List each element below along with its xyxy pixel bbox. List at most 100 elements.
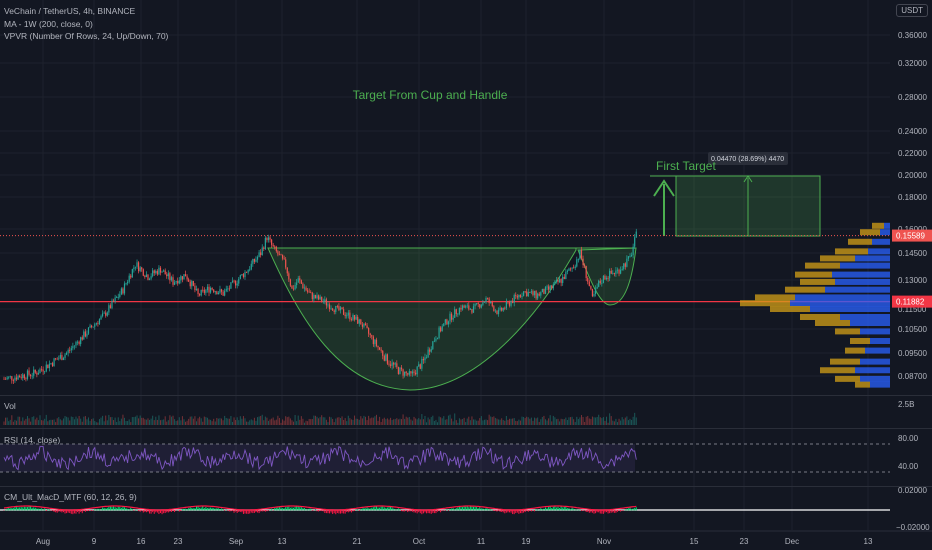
handle-shape[interactable] — [577, 247, 637, 306]
volume-bar — [241, 418, 243, 425]
macd-histogram-bar — [513, 510, 515, 515]
volume-bar — [278, 417, 280, 425]
candle-body — [522, 291, 525, 296]
macd-histogram-bar — [504, 510, 506, 514]
volume-bar — [280, 422, 282, 425]
candle-body — [130, 275, 132, 278]
candle-body — [67, 350, 69, 353]
macd-level-label: −0.02000 — [896, 523, 930, 532]
symbol-legend[interactable]: VeChain / TetherUS, 4h, BINANCE — [4, 6, 136, 16]
candle-body — [391, 362, 393, 366]
rsi-label[interactable]: RSI (14, close) — [4, 435, 61, 445]
currency-button[interactable]: USDT — [896, 4, 928, 17]
macd-histogram-bar — [210, 507, 212, 511]
volume-bar — [37, 420, 39, 425]
macd-histogram-bar — [440, 510, 442, 513]
candle-body — [621, 268, 623, 270]
candle-body — [103, 312, 105, 314]
candle-body — [582, 258, 584, 266]
macd-histogram-bar — [549, 506, 551, 511]
cup-shape[interactable] — [267, 247, 577, 391]
volume-profile-bar-up — [840, 262, 890, 269]
candle-body — [543, 289, 545, 294]
volume-bar — [227, 418, 229, 425]
ma-legend[interactable]: MA - 1W (200, close, 0) — [4, 19, 93, 29]
macd-histogram-bar — [131, 508, 133, 511]
volume-bar — [170, 416, 172, 425]
candle-body — [137, 262, 140, 272]
volume-bar — [632, 416, 634, 425]
volume-bar — [529, 418, 531, 425]
macd-histogram-bar — [149, 510, 151, 514]
candle-body — [219, 289, 221, 293]
macd-histogram-bar — [109, 506, 111, 511]
candle-body — [12, 380, 14, 382]
volume-bar — [113, 420, 115, 425]
candle-body — [382, 350, 384, 356]
volume-bar — [358, 419, 360, 425]
macd-histogram-bar — [36, 508, 38, 511]
volume-bar — [388, 419, 390, 425]
volume-bar — [124, 417, 126, 425]
macd-label[interactable]: CM_Ult_MacD_MTF (60, 12, 26, 9) — [4, 492, 137, 502]
macd-histogram-bar — [289, 507, 291, 511]
macd-histogram-bar — [535, 509, 537, 511]
vpvr-legend[interactable]: VPVR (Number Of Rows, 24, Up/Down, 70) — [4, 31, 169, 41]
volume-bar — [155, 416, 157, 425]
candle-body — [108, 305, 110, 313]
macd-histogram-bar — [358, 510, 360, 511]
macd-histogram-bar — [343, 510, 345, 514]
macd-histogram-bar — [462, 507, 464, 511]
candle-body — [266, 237, 268, 241]
macd-histogram-bar — [264, 510, 266, 512]
volume-bar — [195, 421, 197, 425]
candle-body — [314, 294, 317, 299]
volume-bar — [25, 418, 27, 425]
candle-body — [17, 375, 19, 380]
macd-histogram-bar — [181, 509, 183, 511]
volume-bar — [73, 419, 75, 425]
candle-body — [256, 256, 259, 260]
macd-histogram-bar — [199, 507, 201, 511]
candle-body — [493, 306, 495, 312]
volume-bar — [350, 419, 352, 425]
macd-histogram-bar — [534, 510, 536, 512]
macd-histogram-bar — [31, 507, 33, 511]
pane-separator[interactable] — [0, 428, 932, 429]
volume-bar — [22, 417, 24, 425]
macd-histogram-bar — [530, 510, 532, 512]
volume-bar — [305, 420, 307, 425]
volume-bar — [274, 420, 276, 425]
candle-body — [490, 301, 492, 304]
macd-histogram-bar — [571, 507, 573, 511]
volume-bar — [546, 420, 548, 425]
volume-bar — [382, 418, 384, 425]
volume-bar — [410, 419, 412, 425]
volume-bar — [386, 418, 388, 425]
volume-bar — [432, 415, 434, 425]
candle-body — [211, 287, 213, 290]
candle-body — [480, 304, 482, 308]
macd-histogram-bar — [552, 506, 554, 511]
volume-bar — [211, 421, 213, 425]
macd-histogram-bar — [523, 510, 525, 513]
volume-bar — [72, 417, 74, 425]
candle-body — [152, 270, 154, 277]
candle-body — [44, 371, 46, 373]
macd-histogram-bar — [466, 506, 468, 511]
volume-bar — [69, 420, 71, 425]
macd-histogram-bar — [206, 508, 208, 511]
candle-body — [164, 270, 166, 275]
candle-body — [476, 303, 478, 304]
macd-histogram-bar — [386, 507, 388, 511]
candle-body — [186, 276, 188, 280]
candle-body — [352, 314, 354, 320]
macd-histogram-bar — [58, 510, 60, 512]
macd-histogram-bar — [116, 507, 118, 511]
candle-body — [568, 268, 570, 271]
pane-separator[interactable] — [0, 395, 932, 396]
candle-body — [360, 319, 362, 325]
candle-body — [441, 326, 443, 332]
pane-separator[interactable] — [0, 486, 932, 487]
